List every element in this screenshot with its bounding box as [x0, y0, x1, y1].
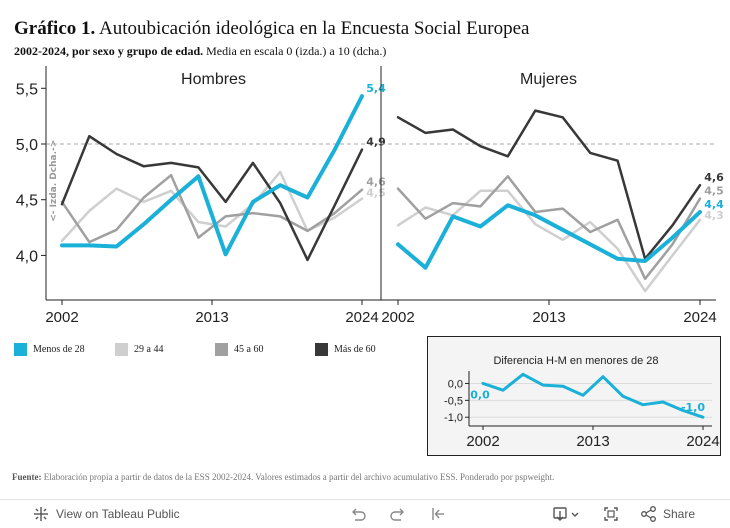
source-note: Fuente: Elaboración propia a partir de d… [12, 472, 554, 482]
source-label: Fuente: [12, 472, 42, 482]
download-icon [553, 507, 579, 521]
end-label-mujeres-45-60: 4,5 [704, 185, 724, 198]
x-tick-label-start: 2002 [45, 309, 78, 326]
redo-button[interactable] [389, 504, 407, 524]
inset-start-label: 0,0 [470, 388, 490, 401]
end-label-hombres-mas-60: 4,9 [366, 136, 386, 149]
revert-button[interactable] [429, 504, 447, 524]
legend-swatch [215, 343, 228, 356]
legend-swatch [315, 343, 328, 356]
fullscreen-icon [604, 507, 618, 521]
legend-label: 29 a 44 [134, 344, 164, 355]
legend-label: 45 a 60 [234, 344, 264, 355]
tableau-logo-icon [34, 507, 48, 521]
legend-item-mas-60[interactable]: Más de 60 [315, 343, 376, 356]
legend-label: Menos de 28 [33, 344, 85, 355]
line-mujeres-45-60 [396, 175, 702, 281]
x-tick-label-end: 2024 [345, 309, 378, 326]
legend-swatch [14, 343, 27, 356]
inset-line-difference [481, 372, 705, 419]
revert-icon [432, 508, 444, 520]
undo-icon [352, 508, 366, 521]
y-tick-label: 5,0 [16, 137, 38, 154]
title-number: Gráfico 1. [14, 18, 96, 39]
inset-end-label: -1,0 [681, 401, 705, 414]
y-tick-label: 5,5 [16, 81, 38, 98]
redo-icon [390, 508, 404, 521]
share-icon [641, 506, 656, 522]
chart-title: Gráfico 1. Autoubicación ideológica en l… [14, 18, 529, 40]
end-label-mujeres-menos-28: 4,4 [704, 198, 724, 211]
legend-swatch [115, 343, 128, 356]
legend-item-menos-28[interactable]: Menos de 28 [14, 343, 85, 356]
legend-item-45-60[interactable]: 45 a 60 [215, 343, 263, 356]
line-mujeres-29-44 [396, 189, 702, 293]
x-tick-label-mid: 2013 [195, 309, 228, 326]
share-label: Share [663, 507, 696, 521]
download-button[interactable] [552, 504, 582, 524]
line-mujeres-mas-60 [396, 109, 702, 261]
line-mujeres-menos-28 [396, 203, 702, 270]
panel-title-mujeres: Mujeres [520, 71, 577, 88]
legend-label: Más de 60 [334, 344, 376, 355]
x-tick-label-mid: 2013 [532, 309, 565, 326]
view-on-tableau-label: View on Tableau Public [56, 507, 180, 521]
x-tick-label-start: 2002 [381, 309, 414, 326]
axis-direction-hint: <- Izda. Dcha.-> [49, 140, 59, 222]
inset-y-tick-label: 0,0 [448, 378, 463, 390]
fullscreen-button[interactable] [602, 504, 620, 524]
inset-x-tick-label-mid: 2013 [576, 433, 609, 450]
source-text: Elaboración propia a partir de datos de … [43, 472, 555, 482]
tableau-toolbar: View on Tableau Public Share [0, 499, 730, 528]
line-hombres-45-60 [60, 173, 364, 244]
inset-line-chart: Diferencia H-M en menores de 28 0,0 -0,5 -1… [444, 355, 720, 450]
end-label-hombres-29-44: 4,5 [366, 187, 386, 200]
inset-x-tick-label-end: 2024 [686, 433, 719, 450]
inset-y-tick-label: -0,5 [444, 395, 463, 407]
inset-difference-panel: Diferencia H-M en menores de 28 0,0 -0,5 -1… [427, 336, 721, 456]
title-text: Autoubicación ideológica en la Encuesta … [98, 18, 530, 39]
undo-button[interactable] [349, 504, 367, 524]
end-label-hombres-menos-28: 5,4 [366, 82, 386, 95]
share-button[interactable]: Share [640, 504, 695, 524]
subtitle-period: 2002-2024, por sexo y grupo de edad. [14, 44, 204, 58]
end-label-mujeres-29-44: 4,3 [704, 209, 724, 222]
line-hombres-mas-60 [60, 134, 364, 262]
y-tick-label: 4,0 [16, 248, 38, 265]
panel-title-hombres: Hombres [181, 71, 246, 88]
inset-y-tick-label: -1,0 [444, 412, 463, 424]
inset-title: Diferencia H-M en menores de 28 [493, 355, 658, 367]
y-tick-label: 4,5 [16, 193, 38, 210]
x-tick-label-end: 2024 [683, 309, 716, 326]
chart-subtitle: 2002-2024, por sexo y grupo de edad. Med… [14, 44, 386, 59]
view-on-tableau-button[interactable]: View on Tableau Public [32, 504, 180, 524]
legend-item-29-44[interactable]: 29 a 44 [115, 343, 163, 356]
inset-x-tick-label-start: 2002 [466, 433, 499, 450]
end-label-mujeres-mas-60: 4,6 [704, 171, 724, 184]
line-hombres-menos-28 [60, 94, 364, 257]
subtitle-scale: Media en escala 0 (izda.) a 10 (dcha.) [206, 44, 387, 58]
